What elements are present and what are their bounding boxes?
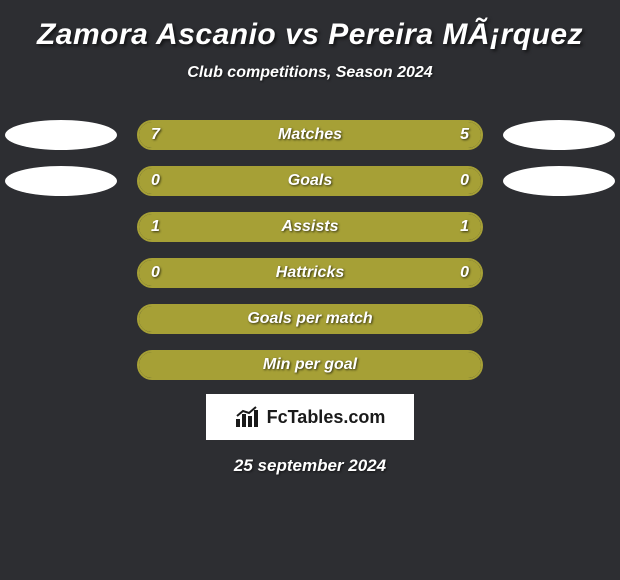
oval-spacer [5, 258, 117, 288]
stat-value-left: 0 [151, 264, 160, 282]
stat-label: Min per goal [263, 356, 357, 374]
stat-value-right: 1 [460, 218, 469, 236]
oval-spacer [5, 350, 117, 380]
stat-row: 1 1 Assists [0, 212, 620, 242]
player-left-oval [5, 120, 117, 150]
stat-value-left: 1 [151, 218, 160, 236]
stat-bar: 1 1 Assists [137, 212, 483, 242]
bar-fill-left [139, 168, 310, 194]
stat-value-left: 7 [151, 126, 160, 144]
stat-label: Goals per match [247, 310, 372, 328]
player-right-oval [503, 166, 615, 196]
page-title: Zamora Ascanio vs Pereira MÃ¡rquez [0, 18, 620, 52]
logo-box: FcTables.com [206, 394, 414, 440]
stat-bar: 0 0 Hattricks [137, 258, 483, 288]
subtitle: Club competitions, Season 2024 [0, 64, 620, 82]
player-left-oval [5, 166, 117, 196]
chart-icon [235, 406, 261, 428]
oval-spacer [503, 212, 615, 242]
stat-bar: 7 5 Matches [137, 120, 483, 150]
stat-row: Goals per match [0, 304, 620, 334]
stat-value-right: 0 [460, 172, 469, 190]
stat-label: Goals [288, 172, 332, 190]
player-right-oval [503, 120, 615, 150]
stat-value-right: 0 [460, 264, 469, 282]
stat-label: Hattricks [276, 264, 344, 282]
stat-value-right: 5 [460, 126, 469, 144]
stat-row: 7 5 Matches [0, 120, 620, 150]
bar-fill-right [310, 168, 481, 194]
comparison-card: Zamora Ascanio vs Pereira MÃ¡rquez Club … [0, 0, 620, 476]
stat-label: Assists [282, 218, 339, 236]
stat-row: Min per goal [0, 350, 620, 380]
stat-bar: Goals per match [137, 304, 483, 334]
oval-spacer [5, 212, 117, 242]
oval-spacer [503, 304, 615, 334]
stat-bar: 0 0 Goals [137, 166, 483, 196]
stat-row: 0 0 Hattricks [0, 258, 620, 288]
oval-spacer [503, 350, 615, 380]
oval-spacer [503, 258, 615, 288]
oval-spacer [5, 304, 117, 334]
stats-rows: 7 5 Matches 0 0 Goals 1 1 Assists 0 0 Hattricks Goal… [0, 120, 620, 380]
stat-row: 0 0 Goals [0, 166, 620, 196]
stat-label: Matches [278, 126, 342, 144]
date-text: 25 september 2024 [0, 456, 620, 476]
logo-text: FcTables.com [267, 407, 386, 428]
stat-bar: Min per goal [137, 350, 483, 380]
stat-value-left: 0 [151, 172, 160, 190]
